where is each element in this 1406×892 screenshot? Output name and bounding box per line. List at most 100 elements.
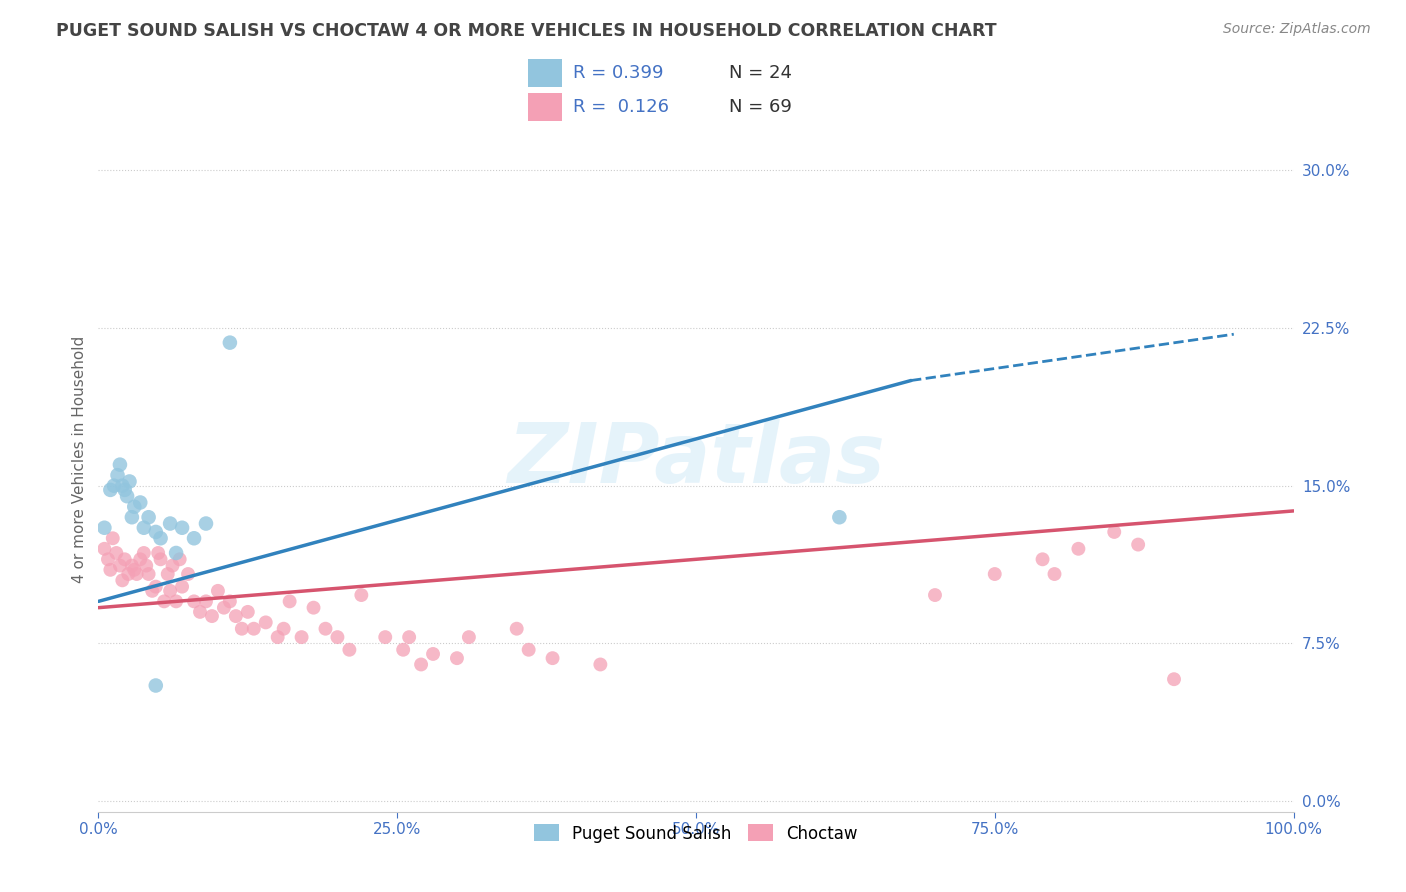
Point <box>188 605 211 619</box>
Point <box>108 458 131 472</box>
Point <box>315 622 337 636</box>
Point <box>236 605 259 619</box>
Point <box>145 679 167 693</box>
Point <box>541 651 564 665</box>
FancyBboxPatch shape <box>529 59 561 87</box>
Point <box>93 541 115 556</box>
Point <box>108 558 131 573</box>
Point <box>145 580 167 594</box>
Point <box>273 622 295 636</box>
Point <box>129 552 152 566</box>
Point <box>138 510 160 524</box>
Point <box>117 567 139 582</box>
Point <box>165 546 187 560</box>
Point <box>828 510 851 524</box>
Point <box>1067 541 1090 556</box>
Point <box>125 567 148 582</box>
Point <box>339 642 361 657</box>
Point <box>132 546 155 560</box>
Point <box>172 580 194 594</box>
Point <box>159 583 181 598</box>
Point <box>107 468 129 483</box>
Text: ZIPatlas: ZIPatlas <box>508 419 884 500</box>
Point <box>212 600 235 615</box>
Point <box>97 552 120 566</box>
Point <box>589 657 612 672</box>
Point <box>132 521 155 535</box>
Point <box>111 478 134 492</box>
Point <box>105 546 128 560</box>
Point <box>111 574 134 588</box>
Text: R =  0.126: R = 0.126 <box>572 98 669 116</box>
Point <box>145 524 167 539</box>
Point <box>422 647 444 661</box>
Point <box>350 588 373 602</box>
Point <box>1104 524 1126 539</box>
Point <box>114 483 136 497</box>
Point <box>114 552 136 566</box>
Point <box>153 594 176 608</box>
Point <box>398 630 420 644</box>
Text: Source: ZipAtlas.com: Source: ZipAtlas.com <box>1223 22 1371 37</box>
Point <box>517 642 540 657</box>
Point <box>149 552 172 566</box>
Point <box>165 594 187 608</box>
Point <box>924 588 946 602</box>
Point <box>138 567 160 582</box>
Point <box>302 600 325 615</box>
Point <box>183 531 205 545</box>
Point <box>103 478 125 492</box>
Point <box>159 516 181 531</box>
Point <box>195 594 218 608</box>
Point <box>124 500 146 514</box>
Point <box>98 483 122 497</box>
Point <box>129 495 152 509</box>
Point <box>183 594 205 608</box>
Point <box>326 630 349 644</box>
Point <box>278 594 301 608</box>
Point <box>254 615 277 630</box>
Point <box>118 475 141 489</box>
Text: R = 0.399: R = 0.399 <box>572 64 664 82</box>
Point <box>148 546 170 560</box>
Point <box>984 567 1007 582</box>
FancyBboxPatch shape <box>529 94 561 121</box>
Point <box>201 609 224 624</box>
Text: N = 24: N = 24 <box>730 64 793 82</box>
Text: PUGET SOUND SALISH VS CHOCTAW 4 OR MORE VEHICLES IN HOUSEHOLD CORRELATION CHART: PUGET SOUND SALISH VS CHOCTAW 4 OR MORE … <box>56 22 997 40</box>
Point <box>93 521 115 535</box>
Point <box>121 558 143 573</box>
Point <box>392 642 415 657</box>
Point <box>506 622 529 636</box>
Point <box>219 594 242 608</box>
Point <box>1032 552 1054 566</box>
Point <box>1128 538 1150 552</box>
Point <box>115 489 138 503</box>
Point <box>243 622 266 636</box>
Text: N = 69: N = 69 <box>730 98 792 116</box>
Point <box>219 335 242 350</box>
Legend: Puget Sound Salish, Choctaw: Puget Sound Salish, Choctaw <box>527 818 865 849</box>
Point <box>207 583 229 598</box>
Point <box>411 657 433 672</box>
Point <box>149 531 172 545</box>
Point <box>141 583 163 598</box>
Point <box>374 630 396 644</box>
Point <box>458 630 481 644</box>
Point <box>162 558 184 573</box>
Point <box>231 622 253 636</box>
Point <box>124 563 146 577</box>
Point <box>267 630 290 644</box>
Point <box>98 563 122 577</box>
Point <box>446 651 468 665</box>
Point <box>225 609 247 624</box>
Point <box>172 521 194 535</box>
Point <box>1163 672 1185 686</box>
Point <box>195 516 218 531</box>
Point <box>1043 567 1066 582</box>
Y-axis label: 4 or more Vehicles in Household: 4 or more Vehicles in Household <box>72 335 87 583</box>
Point <box>291 630 314 644</box>
Point <box>169 552 191 566</box>
Point <box>121 510 143 524</box>
Point <box>156 567 179 582</box>
